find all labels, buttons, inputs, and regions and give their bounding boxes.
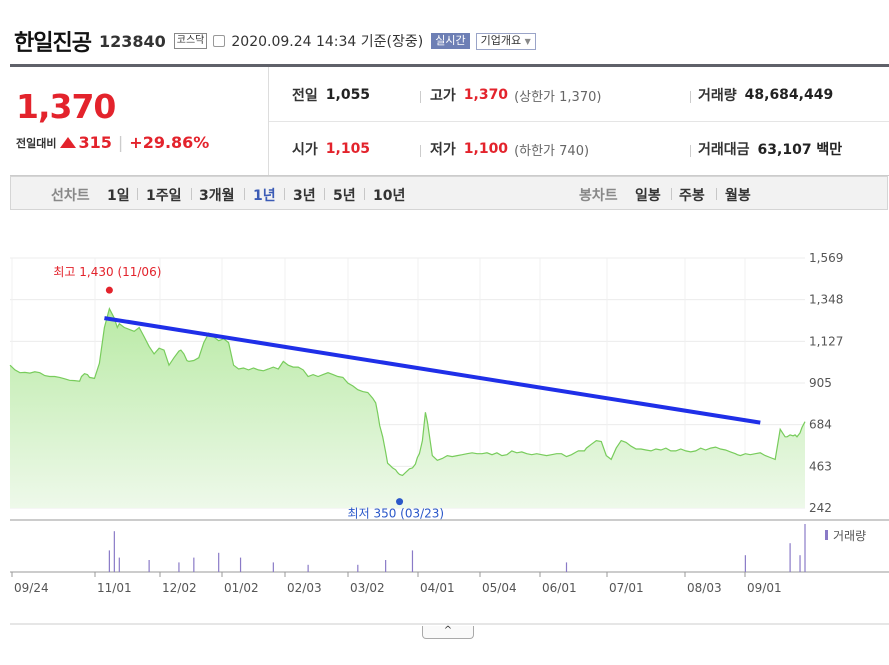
stock-code: 123840 — [98, 31, 166, 51]
trade-amount-label: 거래대금 — [698, 142, 750, 158]
tab-3y[interactable]: 3년 — [293, 188, 316, 204]
y-tick-label: 1,348 — [809, 293, 843, 307]
collapse-chart-button[interactable]: ^ — [422, 626, 474, 639]
change-label: 전일대비 — [16, 136, 57, 150]
divider — [364, 188, 365, 200]
volume-legend-swatch — [825, 530, 828, 540]
volume-value: 48,684,449 — [744, 87, 834, 103]
x-tick-label: 09/24 — [14, 581, 49, 595]
volume-bars — [108, 524, 828, 572]
stock-header: 한일진공 123840 코스닥 2020.09.24 14:34 기준(장중) … — [14, 26, 536, 56]
x-tick-label: 06/01 — [542, 581, 577, 595]
price-change: 전일대비 315 | +29.86% — [16, 133, 209, 152]
current-price-box: 1,370 전일대비 315 | +29.86% — [10, 67, 269, 175]
trend-line — [104, 316, 761, 425]
x-tick-label: 09/01 — [747, 581, 782, 595]
clock-icon — [213, 35, 226, 47]
tab-weekly[interactable]: 주봉 — [679, 188, 705, 204]
realtime-button[interactable]: 실시간 — [431, 33, 470, 49]
x-tick-label: 04/01 — [420, 581, 455, 595]
open-label: 시가 — [292, 142, 318, 158]
day-high: 고가 1,370 (상한가 1,370) — [430, 85, 601, 105]
price-line — [9, 307, 806, 477]
upper-limit: (상한가 1,370) — [514, 89, 602, 105]
day-high-label: 고가 — [430, 88, 456, 104]
low-marker — [396, 498, 404, 506]
day-low-label: 저가 — [430, 142, 456, 158]
prev-close-label: 전일 — [292, 88, 318, 104]
tab-monthly[interactable]: 월봉 — [725, 188, 751, 204]
divider — [690, 145, 691, 157]
tab-daily[interactable]: 일봉 — [635, 188, 661, 204]
volume: 거래량 48,684,449 — [698, 85, 833, 105]
divider — [137, 188, 138, 200]
x-axis-ticks: 09/24 11/01 12/02 01/02 02/03 03/02 04/01 05/04… — [11, 572, 782, 595]
quote-panel: 1,370 전일대비 315 | +29.86% 전일 1,055 고가 1,3… — [10, 64, 889, 176]
market-badge: 코스닥 — [173, 33, 208, 49]
y-axis-ticks: 1,569 1,348 1,127 905 684 463 242 — [809, 251, 843, 515]
tab-1w[interactable]: 1주일 — [146, 188, 182, 204]
y-tick-label: 242 — [809, 501, 832, 515]
chevron-up-icon: ^ — [443, 625, 453, 636]
x-tick-label: 01/02 — [224, 581, 259, 595]
change-value: 315 — [78, 133, 112, 152]
x-tick-label: 05/04 — [482, 581, 517, 595]
open-value: 1,105 — [325, 141, 371, 157]
tab-10y[interactable]: 10년 — [373, 188, 406, 204]
divider — [420, 145, 421, 157]
volume-label: 거래량 — [698, 88, 737, 104]
divider — [284, 188, 285, 200]
day-low: 저가 1,100 (하한가 740) — [430, 139, 589, 159]
current-price: 1,370 — [16, 87, 116, 126]
y-tick-label: 463 — [809, 459, 832, 473]
x-tick-label: 02/03 — [287, 581, 322, 595]
period-tabs: 선차트 1일 1주일 3개월 1년 3년 5년 10년 봉차트 일봉 주봉 월봉 — [10, 176, 888, 210]
y-tick-label: 684 — [809, 418, 832, 432]
volume-legend: 거래량 — [833, 529, 866, 543]
tab-1y[interactable]: 1년 — [253, 188, 276, 204]
divider — [191, 188, 192, 200]
divider — [244, 188, 245, 200]
high-marker — [105, 286, 113, 294]
open-price: 시가 1,105 — [292, 139, 370, 159]
change-percent: +29.86% — [129, 133, 210, 152]
company-overview-label: 기업개요 — [480, 33, 522, 47]
trade-amount: 거래대금 63,107 백만 — [698, 139, 842, 159]
divider — [269, 121, 889, 122]
divider — [420, 91, 421, 103]
x-tick-label: 12/02 — [162, 581, 197, 595]
stock-name: 한일진공 — [14, 31, 92, 56]
y-tick-label: 905 — [809, 376, 832, 390]
divider — [324, 188, 325, 200]
prev-close: 전일 1,055 — [292, 85, 370, 105]
price-area — [10, 308, 805, 508]
divider — [671, 188, 672, 200]
line-chart-label: 선차트 — [51, 188, 90, 204]
chevron-down-icon: ▼ — [524, 36, 531, 46]
x-tick-label: 08/03 — [687, 581, 722, 595]
low-label: 최저 350 (03/23) — [348, 507, 445, 521]
divider — [690, 91, 691, 103]
x-tick-label: 07/01 — [609, 581, 644, 595]
candle-chart-label: 봉차트 — [579, 188, 618, 204]
lower-limit: (하한가 740) — [514, 143, 590, 159]
divider: | — [117, 133, 124, 152]
day-low-value: 1,100 — [463, 141, 509, 157]
y-tick-label: 1,569 — [809, 251, 843, 265]
company-overview-dropdown[interactable]: 기업개요 ▼ — [475, 32, 536, 50]
tab-1d[interactable]: 1일 — [107, 188, 130, 204]
x-tick-label: 11/01 — [97, 581, 132, 595]
tab-3m[interactable]: 3개월 — [199, 188, 235, 204]
tab-5y[interactable]: 5년 — [333, 188, 356, 204]
high-label: 최고 1,430 (11/06) — [53, 265, 161, 279]
day-high-value: 1,370 — [463, 87, 509, 103]
trade-amount-value: 63,107 백만 — [757, 142, 843, 158]
quote-datetime: 2020.09.24 14:34 기준(장중) — [231, 34, 424, 50]
divider — [716, 188, 717, 200]
y-tick-label: 1,127 — [809, 334, 843, 348]
prev-close-value: 1,055 — [325, 87, 371, 103]
x-tick-label: 03/02 — [350, 581, 385, 595]
up-arrow-icon — [60, 137, 77, 148]
